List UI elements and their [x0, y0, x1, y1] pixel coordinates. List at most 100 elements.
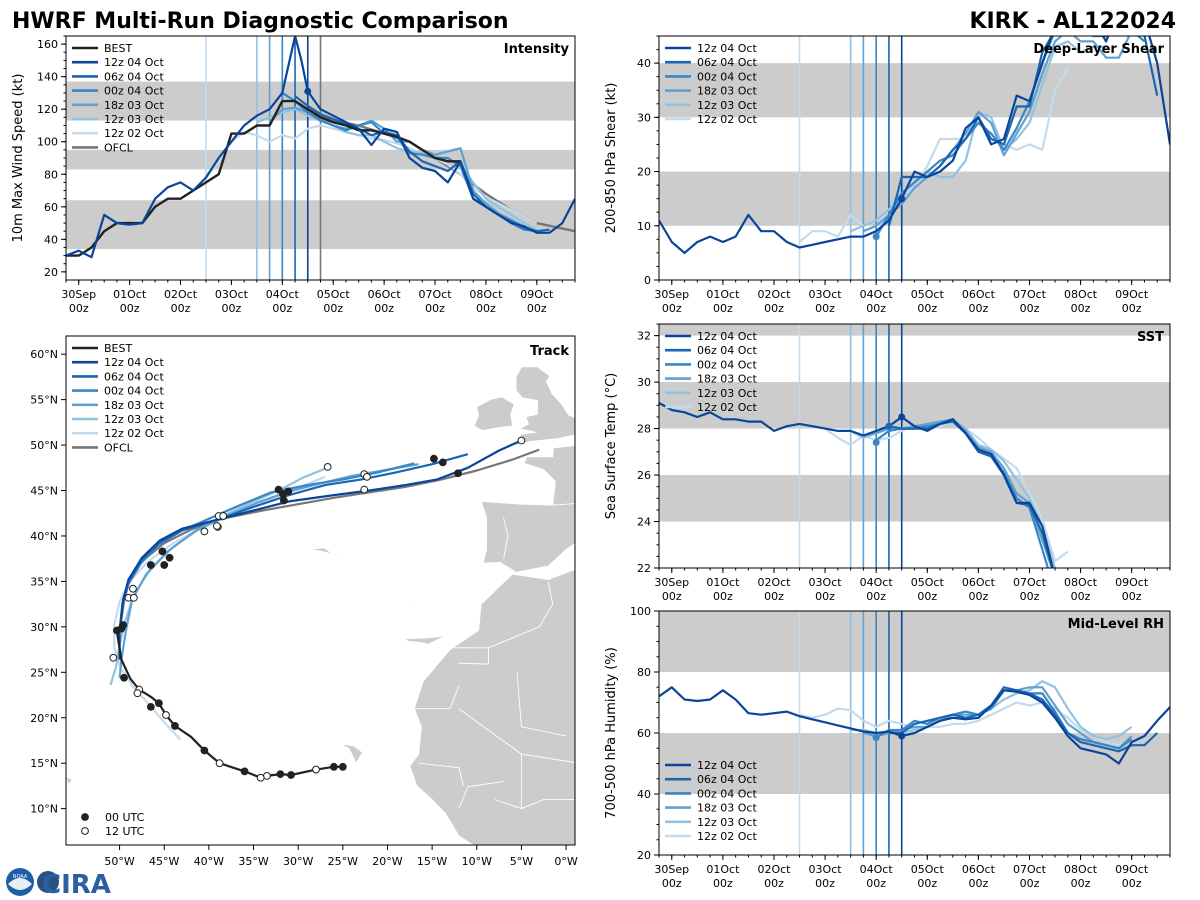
- track-xtick-label: 25°W: [328, 855, 358, 868]
- shear-plot-area: [659, 36, 1170, 280]
- track-point-00utc: [120, 673, 128, 682]
- track-marker-legend-label-12-utc: 12 UTC: [105, 825, 145, 838]
- track-point-12utc: [200, 527, 209, 536]
- rh-xtick-label: 01Oct: [706, 863, 740, 876]
- land-shape: [409, 569, 575, 845]
- track-point-00utc: [438, 458, 447, 467]
- intensity-xtick-label: 04Oct: [266, 288, 300, 301]
- shear-ytick-label: 30: [637, 111, 651, 124]
- track-point-00utc: [119, 621, 128, 629]
- rh-xtick-label-hour: 00z: [662, 877, 682, 890]
- sst-legend-label-12z-02-oct: 12z 02 Oct: [697, 401, 757, 414]
- shear-band: [659, 63, 1170, 118]
- track-point-00utc: [171, 722, 179, 730]
- land-shape: [404, 635, 446, 645]
- shear-band: [659, 171, 1170, 226]
- intensity-series-12z-03-oct: [256, 108, 538, 231]
- track-xtick-label: 10°W: [462, 855, 492, 868]
- sst-panel: 22242628303230Sep00z01Oct00z02Oct00z03Oc…: [604, 323, 1171, 603]
- shear-xtick-label-hour: 00z: [815, 302, 835, 315]
- shear-series-12z-04-oct: [659, 36, 1170, 254]
- sst-xtick-label-hour: 00z: [1071, 590, 1091, 603]
- land-shape: [412, 600, 419, 603]
- intensity-xtick-label: 09Oct: [520, 288, 554, 301]
- intensity-xtick-label: 02Oct: [164, 288, 198, 301]
- rh-xtick-label: 02Oct: [757, 863, 791, 876]
- track-legend-label-18z-03-oct: 18z 03 Oct: [104, 399, 164, 412]
- shear-xtick-label: 01Oct: [706, 288, 740, 301]
- sst-xtick-label: 08Oct: [1064, 576, 1098, 589]
- track-xtick-label: 40°W: [194, 855, 224, 868]
- rh-xtick-label: 09Oct: [1115, 863, 1149, 876]
- rh-xtick-label: 05Oct: [911, 863, 945, 876]
- intensity-xtick-label: 06Oct: [368, 288, 402, 301]
- sst-ytick-label: 22: [637, 562, 651, 575]
- track-ytick-label: 20°N: [30, 712, 58, 725]
- intensity-title: Intensity: [504, 42, 570, 57]
- rh-plot-area: [659, 611, 1170, 855]
- sst-marker-12z-04-oct: [898, 413, 906, 421]
- track-marker-legend-swatch-12-utc: [81, 827, 89, 835]
- intensity-legend-label-12z-02-oct: 12z 02 Oct: [104, 127, 164, 140]
- sst-plot-area: [659, 324, 1170, 568]
- shear-xtick-label: 03Oct: [809, 288, 843, 301]
- rh-xtick-label-hour: 00z: [1122, 877, 1142, 890]
- track-ytick-label: 15°N: [30, 757, 58, 770]
- intensity-ytick-label: 120: [37, 103, 58, 116]
- track-marker-legend-label-00-utc: 00 UTC: [105, 811, 145, 824]
- rh-ytick-label: 80: [637, 666, 651, 679]
- rh-panel: 2040608010030Sep00z01Oct00z02Oct00z03Oct…: [604, 605, 1171, 890]
- shear-xtick-label-hour: 00z: [1071, 302, 1091, 315]
- track-xtick-label: 20°W: [372, 855, 402, 868]
- land-shape: [473, 396, 515, 431]
- intensity-xtick-label: 30Sep: [61, 288, 96, 301]
- track-point-00utc: [329, 762, 338, 771]
- rh-title: Mid-Level RH: [1068, 617, 1164, 632]
- shear-xtick-label-hour: 00z: [713, 302, 733, 315]
- land-shape: [340, 743, 364, 765]
- noaa-logo-wave-icon: [8, 878, 32, 890]
- track-legend-label-00z-04-oct: 00z 04 Oct: [104, 385, 164, 398]
- track-series-18z-03-oct: [118, 463, 419, 678]
- track-xtick-label: 30°W: [283, 855, 313, 868]
- shear-xtick-label-hour: 00z: [662, 302, 682, 315]
- track-xtick-label: 5°W: [510, 855, 533, 868]
- track-point-12utc: [263, 772, 271, 780]
- track-point-12utc: [133, 689, 142, 698]
- intensity-xtick-label-hour: 00z: [120, 302, 140, 315]
- track-point-00utc: [430, 454, 438, 463]
- sst-xtick-label-hour: 00z: [968, 590, 988, 603]
- shear-xtick-label: 08Oct: [1064, 288, 1098, 301]
- track-map-area: [66, 366, 575, 845]
- sst-xtick-label-hour: 00z: [815, 590, 835, 603]
- track-point-12utc: [219, 512, 228, 520]
- land-shape: [514, 366, 575, 446]
- land-shape: [523, 445, 575, 506]
- sst-series-12z-04-oct: [659, 402, 1054, 568]
- track-point-12utc: [517, 436, 526, 445]
- intensity-xtick-label: 08Oct: [469, 288, 503, 301]
- intensity-xtick-label-hour: 00z: [374, 302, 394, 315]
- shear-legend-label-12z-04-oct: 12z 04 Oct: [697, 42, 757, 55]
- sst-xtick-label: 30Sep: [654, 576, 689, 589]
- land-shape: [66, 776, 73, 786]
- sst-xtick-label: 04Oct: [860, 576, 894, 589]
- track-ytick-label: 55°N: [30, 394, 58, 407]
- intensity-legend-label-12z-03-oct: 12z 03 Oct: [104, 113, 164, 126]
- shear-ylabel: 200-850 hPa Shear (kt): [604, 83, 619, 234]
- land-shape: [480, 500, 575, 573]
- track-ytick-label: 40°N: [30, 530, 58, 543]
- rh-ytick-label: 40: [637, 788, 651, 801]
- shear-series-12z-02-oct: [798, 67, 1069, 243]
- track-point-00utc: [154, 699, 163, 708]
- sst-xtick-label-hour: 00z: [1020, 590, 1040, 603]
- track-xtick-label: 50°W: [104, 855, 134, 868]
- rh-xtick-label: 08Oct: [1064, 863, 1098, 876]
- rh-xtick-label-hour: 00z: [917, 877, 937, 890]
- sst-xtick-label: 03Oct: [809, 576, 843, 589]
